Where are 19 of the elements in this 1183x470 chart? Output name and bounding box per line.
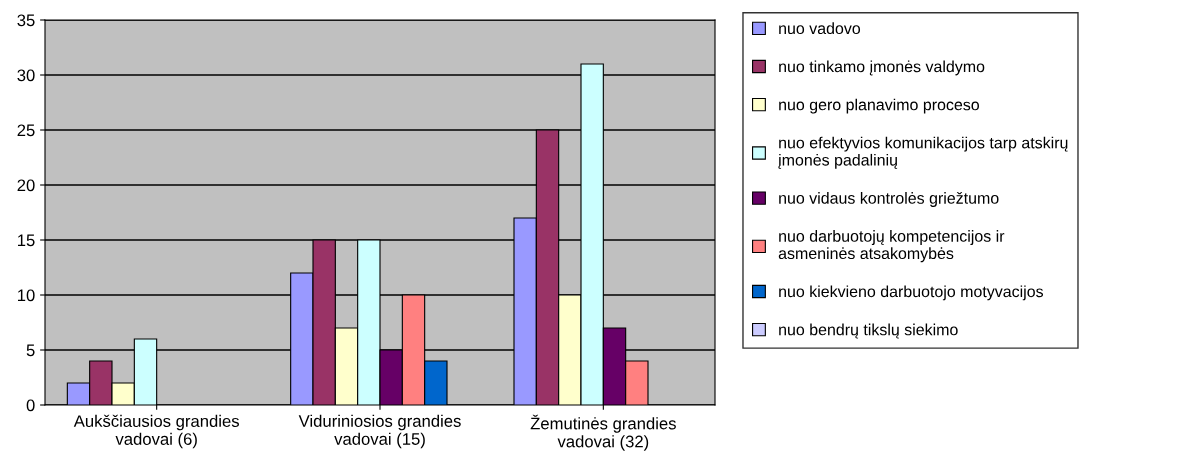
legend-label: nuo vidaus kontrolės griežtumo — [779, 192, 999, 207]
x-tick-label: Žemutinės grandies vadovai (32) — [530, 414, 676, 451]
legend-label: nuo kiekvieno darbuotojo motyvacijos — [779, 285, 1044, 301]
y-tick-label: 15 — [18, 234, 35, 247]
y-tick-label: 0 — [26, 399, 35, 412]
y-tick-label: 30 — [17, 69, 35, 82]
legend-label: nuo bendrų tikslų siekimo — [779, 323, 958, 339]
legend-label: nuo tinkamo įmonės valdymo — [779, 60, 985, 76]
y-tick-label: 25 — [17, 124, 35, 137]
y-tick-label: 20 — [17, 179, 35, 192]
legend-label: nuo efektyvios komunikacijos tarp atskirų įmonės padalinių — [778, 136, 1068, 169]
x-tick-label: Viduriniosios grandies vadovai (15) — [298, 414, 461, 449]
y-tick-label: 5 — [26, 344, 35, 357]
legend-label: nuo gero planavimo proceso — [779, 98, 980, 114]
y-tick-label: 10 — [18, 289, 35, 302]
legend-label: nuo vadovo — [779, 22, 861, 35]
x-tick-label: Aukščiausios grandies vadovai (6) — [73, 414, 239, 449]
legend-label: nuo darbuotojų kompetencijos ir asmeninės atsakomybės — [778, 230, 1005, 263]
y-tick-label: 35 — [17, 14, 35, 27]
